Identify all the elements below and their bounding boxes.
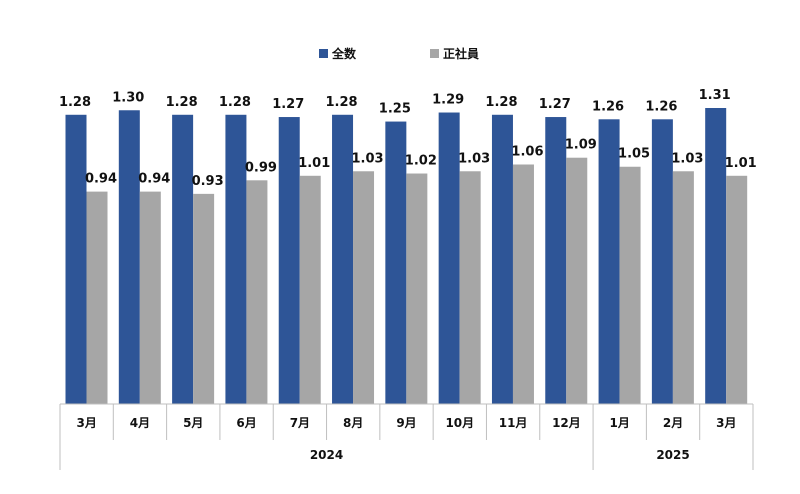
category-label-8: 11月 (499, 416, 528, 430)
bar-regular-4 (299, 175, 321, 404)
data-label-regular-4: 1.01 (298, 156, 330, 171)
data-label-total-8: 1.28 (485, 95, 517, 110)
bar-regular-12 (726, 175, 748, 404)
bar-total-1 (118, 110, 140, 404)
bar-total-2 (172, 114, 194, 404)
data-label-total-3: 1.28 (219, 95, 251, 110)
bar-total-5 (332, 114, 354, 404)
category-label-1: 4月 (130, 416, 150, 430)
category-label-3: 6月 (236, 416, 256, 430)
data-label-regular-6: 1.02 (405, 154, 437, 169)
group-label-1: 2025 (656, 448, 689, 462)
bar-regular-10 (619, 166, 641, 404)
bar-total-9 (545, 117, 567, 404)
legend-label-regular: 正社員 (443, 46, 479, 61)
bar-total-12 (705, 108, 727, 404)
data-label-regular-10: 1.05 (618, 147, 650, 162)
bar-total-6 (385, 121, 407, 404)
legend-swatch-total (319, 49, 328, 58)
category-label-5: 8月 (343, 416, 363, 430)
data-label-total-12: 1.31 (699, 88, 731, 103)
data-label-total-4: 1.27 (272, 97, 304, 112)
category-label-12: 3月 (716, 416, 736, 430)
bar-regular-3 (246, 180, 268, 404)
bar-total-0 (65, 114, 87, 404)
category-label-0: 3月 (76, 416, 96, 430)
data-label-regular-5: 1.03 (351, 151, 383, 166)
data-label-total-1: 1.30 (112, 90, 144, 105)
category-label-6: 9月 (396, 416, 416, 430)
category-label-7: 10月 (445, 416, 474, 430)
data-label-total-2: 1.28 (166, 95, 198, 110)
data-label-regular-2: 0.93 (192, 174, 224, 189)
data-label-regular-12: 1.01 (725, 156, 757, 171)
data-label-regular-8: 1.06 (511, 144, 543, 159)
category-label-11: 2月 (663, 416, 683, 430)
bar-regular-1 (139, 191, 161, 404)
data-label-total-9: 1.27 (539, 97, 571, 112)
bar-regular-8 (512, 164, 534, 404)
bar-regular-6 (406, 173, 428, 404)
bar-regular-9 (566, 157, 588, 404)
data-label-total-0: 1.28 (59, 95, 91, 110)
data-label-regular-1: 0.94 (138, 172, 170, 187)
bars: 1.28 0.94 1.30 0.94 1.28 0.93 1.28 0.99 1.27 1.01… (59, 88, 757, 405)
legend-label-total: 全数 (331, 46, 357, 61)
bar-total-4 (278, 117, 300, 404)
data-label-regular-9: 1.09 (565, 138, 597, 153)
category-label-9: 12月 (552, 416, 581, 430)
data-label-regular-11: 1.03 (671, 151, 703, 166)
category-label-2: 5月 (183, 416, 203, 430)
category-label-4: 7月 (290, 416, 310, 430)
category-axis: 3月 4月 5月 6月 7月 8月 9月 10月 11月 12月 1月 2月 3月 2024 2025 (59, 403, 754, 470)
bar-total-10 (598, 119, 620, 405)
data-label-regular-3: 0.99 (245, 160, 277, 175)
bar-total-11 (651, 119, 673, 405)
data-label-regular-0: 0.94 (85, 172, 117, 187)
category-label-10: 1月 (610, 416, 630, 430)
bar-total-7 (438, 112, 460, 405)
legend: 全数 正社員 (319, 46, 479, 61)
legend-swatch-regular (430, 49, 439, 58)
data-label-total-11: 1.26 (645, 99, 677, 114)
bar-regular-2 (193, 193, 215, 404)
data-label-total-6: 1.25 (379, 102, 411, 117)
bar-total-8 (491, 114, 513, 404)
bar-regular-7 (459, 171, 481, 404)
bar-regular-0 (86, 191, 108, 404)
bar-regular-11 (672, 171, 694, 404)
data-label-total-5: 1.28 (325, 95, 357, 110)
bar-total-3 (225, 114, 247, 404)
data-label-regular-7: 1.03 (458, 151, 490, 166)
bar-regular-5 (353, 171, 375, 404)
group-label-0: 2024 (310, 448, 343, 462)
data-label-total-7: 1.29 (432, 93, 464, 108)
data-label-total-10: 1.26 (592, 99, 624, 114)
